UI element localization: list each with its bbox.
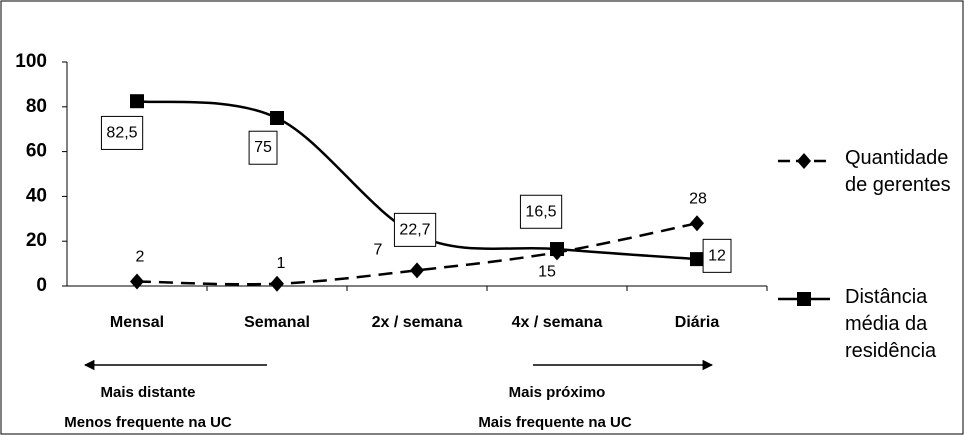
marker bbox=[270, 275, 284, 292]
label-box bbox=[702, 238, 732, 273]
label-box bbox=[100, 115, 144, 150]
data-label: 2 bbox=[136, 249, 145, 266]
y-tick-label: 80 bbox=[26, 96, 47, 117]
x-tick-label: Semanal bbox=[244, 314, 310, 331]
marker bbox=[270, 111, 284, 125]
label-box bbox=[519, 194, 563, 229]
marker bbox=[690, 215, 704, 232]
x-tick-label: Mensal bbox=[110, 314, 164, 331]
legend-marker bbox=[797, 292, 811, 306]
marker bbox=[410, 262, 424, 279]
data-label: 82,5 bbox=[106, 124, 137, 141]
y-tick-label: 40 bbox=[26, 185, 47, 206]
marker bbox=[550, 242, 564, 257]
label-box bbox=[248, 130, 278, 165]
data-label: 28 bbox=[689, 190, 707, 207]
data-label: 16,5 bbox=[525, 203, 556, 220]
series-line bbox=[136, 222, 698, 286]
x-tick-label: 4x / semana bbox=[512, 314, 603, 331]
y-tick-label: 20 bbox=[26, 230, 47, 251]
label-box bbox=[393, 212, 437, 247]
y-tick-label: 0 bbox=[36, 275, 47, 296]
data-label: 22,7 bbox=[399, 221, 430, 238]
data-label: 15 bbox=[538, 264, 556, 281]
marker bbox=[690, 252, 704, 267]
x-tick-label: 2x / semana bbox=[372, 314, 463, 331]
annotation: Mais próximo bbox=[509, 384, 606, 401]
data-label: 12 bbox=[708, 247, 726, 264]
data-label: 75 bbox=[254, 139, 272, 156]
annotation: Mais frequente na UC bbox=[478, 414, 632, 431]
legend-marker bbox=[797, 153, 811, 169]
annotation: Mais distante bbox=[100, 384, 195, 401]
y-tick-label: 100 bbox=[15, 51, 47, 72]
data-label: 1 bbox=[277, 255, 286, 272]
marker bbox=[130, 94, 144, 109]
marker bbox=[130, 273, 144, 290]
data-label: 7 bbox=[374, 242, 383, 259]
legend-label: Quantidade de gerentes bbox=[845, 147, 951, 196]
annotation: Menos frequente na UC bbox=[64, 414, 232, 431]
legend-label: Distância média da residência bbox=[845, 286, 937, 362]
x-tick-label: Diária bbox=[675, 314, 720, 331]
y-tick-label: 60 bbox=[26, 141, 47, 162]
